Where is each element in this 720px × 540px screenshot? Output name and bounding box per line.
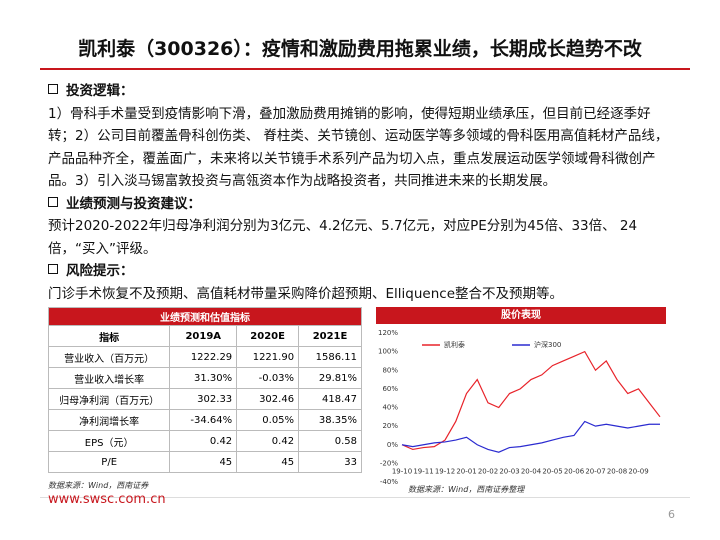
cell: 0.05% [236, 409, 300, 431]
cell: 营业收入增长率 [47, 367, 171, 389]
series-line [401, 420, 660, 453]
table-source: 数据来源：Wind，西南证券 [48, 481, 149, 490]
legend-label: 凯利泰 [444, 340, 465, 349]
table-caption: 业绩预测和估值指标 [48, 307, 362, 326]
cell: 302.46 [236, 388, 300, 410]
y-tick-label: 100% [378, 348, 398, 356]
cell: 45 [236, 451, 300, 473]
cell: 营业收入（百万元） [47, 346, 171, 368]
chart-title: 股价表现 [376, 307, 666, 324]
website: www.swsc.com.cn [48, 492, 166, 507]
x-tick-label: 20-03 [499, 467, 519, 475]
y-tick-label: 60% [382, 385, 398, 393]
x-tick-label: 19-10 [392, 467, 412, 475]
cell: 418.47 [298, 388, 362, 410]
x-tick-label: 20-01 [456, 467, 476, 475]
column-header: 2019A [169, 325, 238, 347]
x-tick-label: 20-06 [564, 467, 585, 475]
y-tick-label: 20% [382, 422, 398, 430]
section: 投资逻辑： [48, 80, 674, 103]
cell: 45 [169, 451, 238, 473]
cell: EPS（元） [47, 430, 171, 452]
section: 风险提示： [48, 260, 674, 283]
paragraph: 1）骨科手术量受到疫情影响下滑，叠加激励费用摊销的影响，使得短期业绩承压，但目前… [48, 105, 669, 190]
x-tick-label: 19-11 [413, 467, 433, 475]
body: 投资逻辑： 1）骨科手术量受到疫情影响下滑，叠加激励费用摊销的影响，使得短期业绩… [48, 80, 674, 305]
x-tick-label: 20-08 [607, 467, 627, 475]
chart-source: 数据来源：Wind，西南证券整理 [408, 485, 525, 494]
cell: 0.42 [169, 430, 238, 452]
forecast-table: 业绩预测和估值指标 指标 2019A 2020E 2021E 营业收入（百万元） 1222… [47, 307, 362, 473]
x-tick-label: 20-02 [478, 467, 498, 475]
cell: 29.81% [298, 367, 362, 389]
cell: 302.33 [169, 388, 238, 410]
footer-rule [40, 497, 690, 498]
cell: 归母净利润（百万元） [47, 388, 171, 410]
y-tick-label: 0% [387, 441, 398, 449]
cell: -0.03% [236, 367, 300, 389]
column-header: 指标 [47, 325, 171, 347]
x-tick-label: 20-09 [628, 467, 648, 475]
table-row: 归母净利润（百万元） 302.33 302.46 418.47 [47, 388, 362, 410]
cell: 1586.11 [298, 346, 362, 368]
cell: 31.30% [169, 367, 238, 389]
column-header: 2021E [298, 325, 362, 347]
paragraph: 门诊手术恢复不及预期、高值耗材带量采购降价超预期、Elliquence整合不及预… [48, 285, 563, 302]
cell: 38.35% [298, 409, 362, 431]
x-tick-label: 19-12 [435, 467, 455, 475]
chart: -40% -20% 0% 20% 40% 60% 80% 100% 120% 19-10 19-11… [378, 329, 661, 486]
slide-title: 凯利泰（300326）：疫情和激励费用拖累业绩，长期成长趋势不改 [78, 38, 642, 60]
cell: 33 [298, 451, 362, 473]
section: 业绩预测与投资建议： [48, 193, 674, 216]
cell: 0.58 [298, 430, 362, 452]
heading: 投资逻辑： [66, 83, 134, 99]
y-tick-label: 120% [378, 329, 398, 337]
heading: 业绩预测与投资建议： [66, 195, 201, 212]
x-tick-label: 20-05 [542, 467, 562, 475]
table-row: 净利润增长率 -34.64% 0.05% 38.35% [47, 409, 362, 431]
table-row: 营业收入增长率 31.30% -0.03% 29.81% [47, 367, 362, 389]
cell: P/E [47, 451, 171, 473]
y-tick-label: -20% [380, 459, 398, 467]
x-tick-label: 20-04 [521, 467, 542, 475]
title-rule [40, 68, 690, 70]
cell: 1221.90 [236, 346, 300, 368]
series-line [401, 350, 661, 451]
y-tick-label: -40% [380, 478, 398, 486]
page-number: 6 [668, 508, 675, 521]
header-row: 指标 2019A 2020E 2021E [47, 325, 362, 347]
cell: -34.64% [169, 409, 238, 431]
table-row: EPS（元） 0.42 0.42 0.58 [47, 430, 362, 452]
y-tick-label: 80% [382, 366, 398, 374]
cell: 1222.29 [169, 346, 238, 368]
cell: 0.42 [236, 430, 300, 452]
table-row: 营业收入（百万元） 1222.29 1221.90 1586.11 [47, 346, 362, 368]
x-tick-label: 20-07 [585, 467, 605, 475]
cell: 净利润增长率 [47, 409, 171, 431]
paragraph: 预计2020-2022年归母净利润分别为3亿元、4.2亿元、5.7亿元，对应PE… [48, 218, 638, 257]
table-row: P/E 45 45 33 [47, 451, 362, 473]
legend-label: 沪深300 [534, 340, 561, 349]
y-tick-label: 40% [382, 404, 398, 412]
column-header: 2020E [236, 325, 300, 347]
heading: 风险提示： [66, 263, 134, 279]
